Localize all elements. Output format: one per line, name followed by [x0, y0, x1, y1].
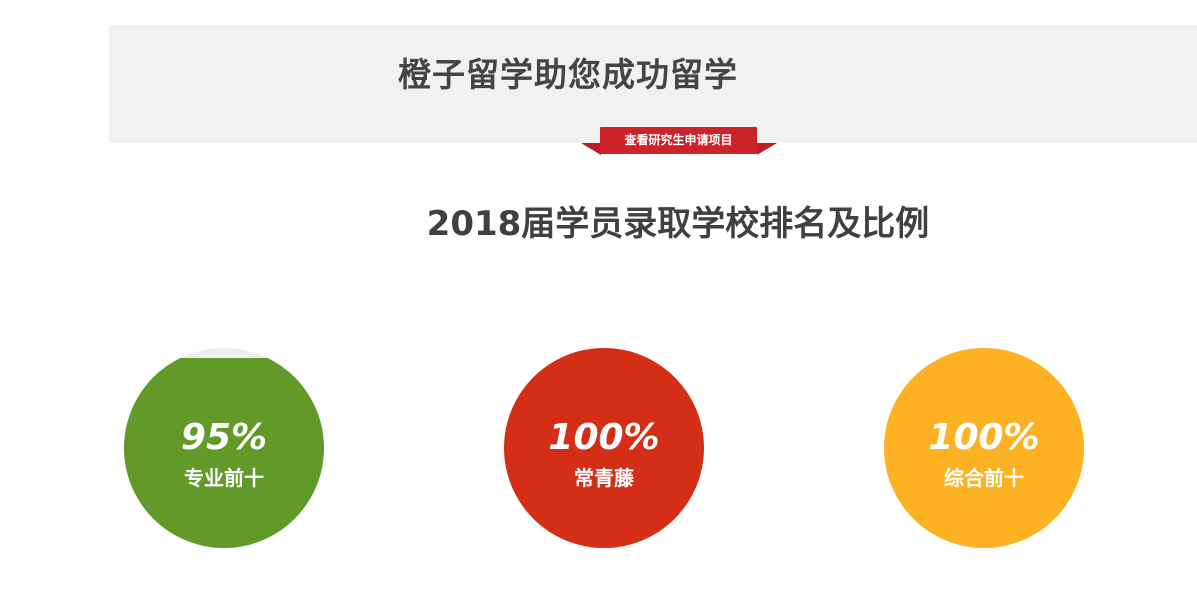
stat-value: 100% — [928, 417, 1040, 458]
stat-value: 100% — [548, 417, 660, 458]
stat-circle-major-top-ten: 95% 专业前十 — [124, 348, 324, 548]
banner-title: 橙子留学助您成功留学 — [398, 55, 738, 94]
stat-fill — [124, 358, 324, 548]
stat-label: 综合前十 — [944, 466, 1024, 490]
view-graduate-programs-button[interactable]: 查看研究生申请项目 — [600, 127, 757, 154]
stat-fill — [884, 348, 1084, 548]
stat-label: 专业前十 — [184, 466, 264, 490]
stat-value: 95% — [180, 417, 268, 458]
ribbon-right-tail — [757, 143, 777, 155]
ribbon-left-tail — [581, 143, 601, 155]
stat-circle-ivy-league: 100% 常青藤 — [504, 348, 704, 548]
view-graduate-programs-ribbon[interactable]: 查看研究生申请项目 — [581, 127, 777, 157]
stat-fill — [504, 348, 704, 548]
section-title: 2018届学员录取学校排名及比例 — [426, 204, 930, 244]
stat-circle-overall-top-ten: 100% 综合前十 — [884, 348, 1084, 548]
stat-label: 常青藤 — [574, 466, 634, 490]
header-banner — [109, 25, 1197, 143]
